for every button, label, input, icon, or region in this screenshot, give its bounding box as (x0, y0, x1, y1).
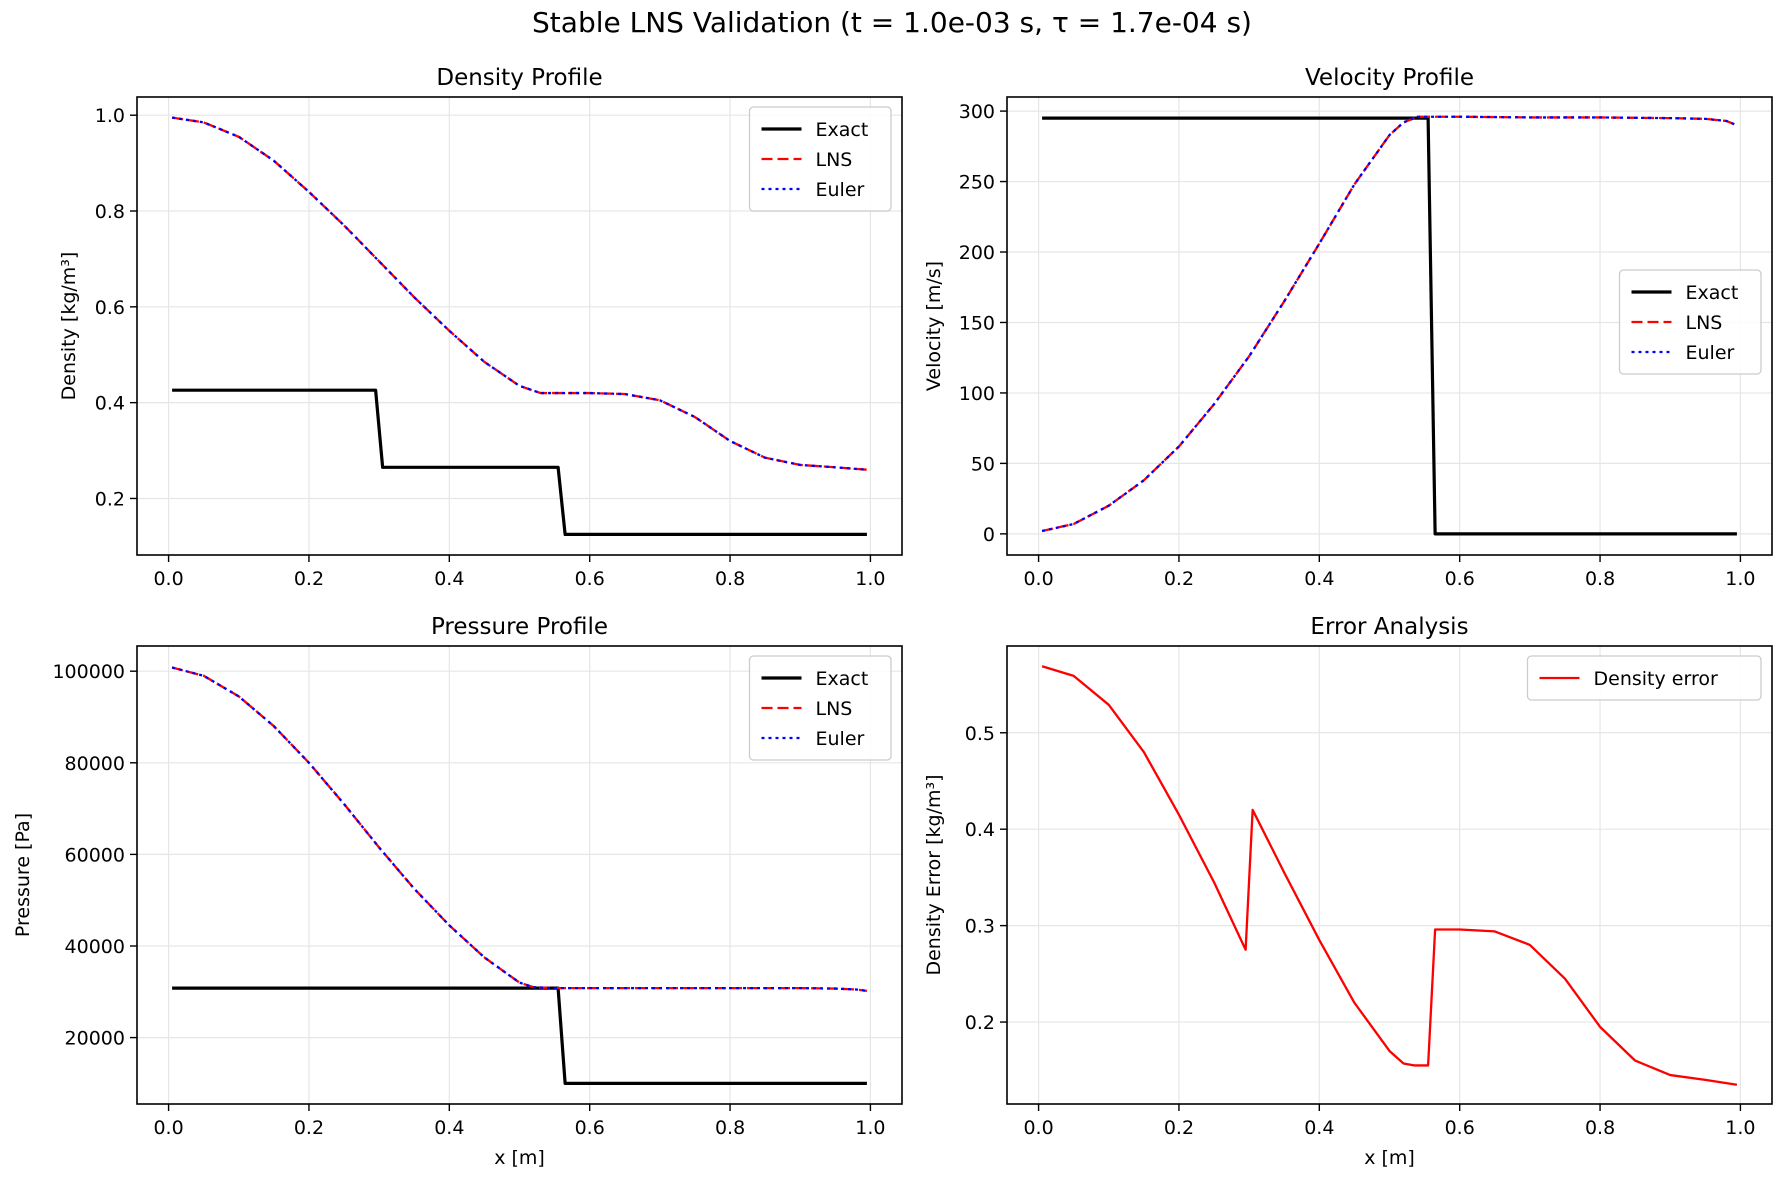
error-analysis-ytick-label: 0.3 (965, 916, 995, 938)
pressure-profile-legend-label: Exact (816, 668, 869, 690)
pressure-profile-xtick-label: 0.8 (715, 1117, 745, 1139)
density-profile-ytick-label: 1.0 (95, 105, 125, 127)
pressure-profile-xlabel: x [m] (494, 1147, 545, 1169)
error-analysis-series-group (1041, 665, 1738, 1086)
velocity-profile-legend-box (1618, 269, 1762, 375)
pressure-profile-xtick-label: 0.4 (434, 1117, 464, 1139)
velocity-profile-legend-label: Exact (1686, 282, 1739, 304)
density-profile-legend-label: Euler (816, 179, 865, 201)
error-analysis-xlabel: x [m] (1364, 1147, 1415, 1169)
error-analysis-xtick-label: 0.4 (1304, 1117, 1334, 1139)
velocity-profile-xtick-label: 0.0 (1023, 568, 1053, 590)
density-profile-ylabel: Density [kg/m³] (58, 252, 80, 401)
velocity-profile-ytick-label: 0 (983, 524, 995, 546)
error-analysis-ylabel: Density Error [kg/m³] (923, 774, 945, 975)
velocity-profile-xtick-label: 0.6 (1445, 568, 1475, 590)
velocity-profile-legend: Exact LNS Euler (1618, 269, 1762, 375)
density-profile-series-exact-line (172, 388, 867, 537)
pressure-profile-ytick-label: 40000 (65, 936, 125, 958)
density-profile-xtick-label: 0.8 (715, 568, 745, 590)
pressure-profile-legend: Exact LNS Euler (748, 655, 892, 761)
error-analysis-xtick-label: 0.8 (1585, 1117, 1615, 1139)
pressure-profile-xtick-label: 0.2 (294, 1117, 324, 1139)
density-profile-xtick-label: 0.4 (434, 568, 464, 590)
error-analysis-legend-box (1526, 655, 1762, 701)
density-profile-ytick-label: 0.6 (95, 297, 125, 319)
pressure-profile-xtick-label: 0.0 (153, 1117, 183, 1139)
velocity-profile-ytick-label: 100 (959, 383, 995, 405)
velocity-profile-series-exact-line (1042, 116, 1737, 536)
density-profile-title: Density Profile (436, 65, 602, 91)
error-analysis-xtick-label: 1.0 (1725, 1117, 1755, 1139)
error-analysis-xtick-label: 0.6 (1445, 1117, 1475, 1139)
velocity-profile-ytick-label: 300 (959, 101, 995, 123)
velocity-profile-xtick-label: 0.4 (1304, 568, 1334, 590)
velocity-profile-xtick-label: 1.0 (1725, 568, 1755, 590)
pressure-profile-xtick-label: 0.6 (575, 1117, 605, 1139)
error-analysis-title: Error Analysis (1310, 614, 1468, 640)
density-profile-legend-box (748, 106, 892, 212)
density-profile-series-group (171, 116, 867, 537)
velocity-profile-axes-frame (1006, 96, 1773, 556)
pressure-profile-legend-box (748, 655, 892, 761)
pressure-profile-axes-frame (136, 645, 903, 1105)
pressure-profile-xtick-label: 1.0 (855, 1117, 885, 1139)
density-profile-legend-label: LNS (816, 149, 853, 171)
density-profile-xtick-label: 0.2 (294, 568, 324, 590)
density-profile-series-euler-line (171, 116, 867, 471)
density-profile-chart: 0.0 0.2 0.4 0.6 0.8 1.0 0.2 0.4 0.6 0.8 1.0 Density… (58, 65, 903, 590)
pressure-profile-series-euler-line (171, 666, 868, 993)
pressure-profile-series-lns-line (171, 666, 868, 993)
error-analysis-xtick-label: 0.0 (1023, 1117, 1053, 1139)
error-analysis-axes-frame (1006, 645, 1773, 1105)
density-profile-ytick-label: 0.2 (95, 488, 125, 510)
density-profile-legend: Exact LNS Euler (748, 106, 892, 212)
pressure-profile-ylabel: Pressure [Pa] (12, 813, 34, 937)
velocity-profile-xtick-label: 0.2 (1164, 568, 1194, 590)
pressure-profile-chart: 0.0 0.2 0.4 0.6 0.8 1.0 20000 40000 60000 80000 10… (12, 614, 903, 1169)
density-profile-ytick-label: 0.4 (95, 393, 125, 415)
error-analysis-legend: Density error (1526, 655, 1762, 701)
error-analysis-ytick-label: 0.5 (965, 723, 995, 745)
velocity-profile-legend-label: Euler (1686, 342, 1735, 364)
pressure-profile-ytick-label: 100000 (52, 661, 125, 683)
pressure-profile-ytick-label: 80000 (65, 753, 125, 775)
velocity-profile-title: Velocity Profile (1305, 65, 1474, 91)
figure-title: Stable LNS Validation (t = 1.0e-03 s, τ … (532, 6, 1252, 39)
pressure-profile-series-group (171, 666, 868, 1085)
pressure-profile-legend-label: LNS (816, 698, 853, 720)
velocity-profile-ytick-label: 250 (959, 172, 995, 194)
error-analysis-legend-label: Density error (1594, 668, 1718, 690)
error-analysis-ytick-label: 0.2 (965, 1012, 995, 1034)
density-profile-legend-label: Exact (816, 119, 869, 141)
velocity-profile-xtick-label: 0.8 (1585, 568, 1615, 590)
velocity-profile-chart: 0.0 0.2 0.4 0.6 0.8 1.0 0 50 100 150 200 250 300 Velo… (923, 65, 1773, 590)
density-profile-xtick-label: 0.6 (575, 568, 605, 590)
pressure-profile-ytick-label: 60000 (65, 844, 125, 866)
velocity-profile-series-group (1041, 115, 1738, 536)
velocity-profile-ytick-label: 200 (959, 242, 995, 264)
error-analysis-xtick-label: 0.2 (1164, 1117, 1194, 1139)
pressure-profile-legend-label: Euler (816, 728, 865, 750)
pressure-profile-series-exact-line (172, 986, 867, 1085)
error-analysis-chart: 0.0 0.2 0.4 0.6 0.8 1.0 0.2 0.3 0.4 0.5 Error Anal… (923, 614, 1773, 1169)
density-profile-xtick-label: 0.0 (153, 568, 183, 590)
density-profile-axes-frame (136, 96, 903, 556)
pressure-profile-title: Pressure Profile (431, 614, 608, 640)
density-profile-xtick-label: 1.0 (855, 568, 885, 590)
velocity-profile-ytick-label: 150 (959, 312, 995, 334)
density-profile-ytick-label: 0.8 (95, 201, 125, 223)
error-analysis-ytick-label: 0.4 (965, 819, 995, 841)
velocity-profile-ylabel: Velocity [m/s] (923, 261, 945, 391)
velocity-profile-ytick-label: 50 (971, 453, 995, 475)
velocity-profile-legend-label: LNS (1686, 312, 1723, 334)
error-analysis-series-density-error-line (1041, 665, 1738, 1086)
pressure-profile-ytick-label: 20000 (65, 1028, 125, 1050)
